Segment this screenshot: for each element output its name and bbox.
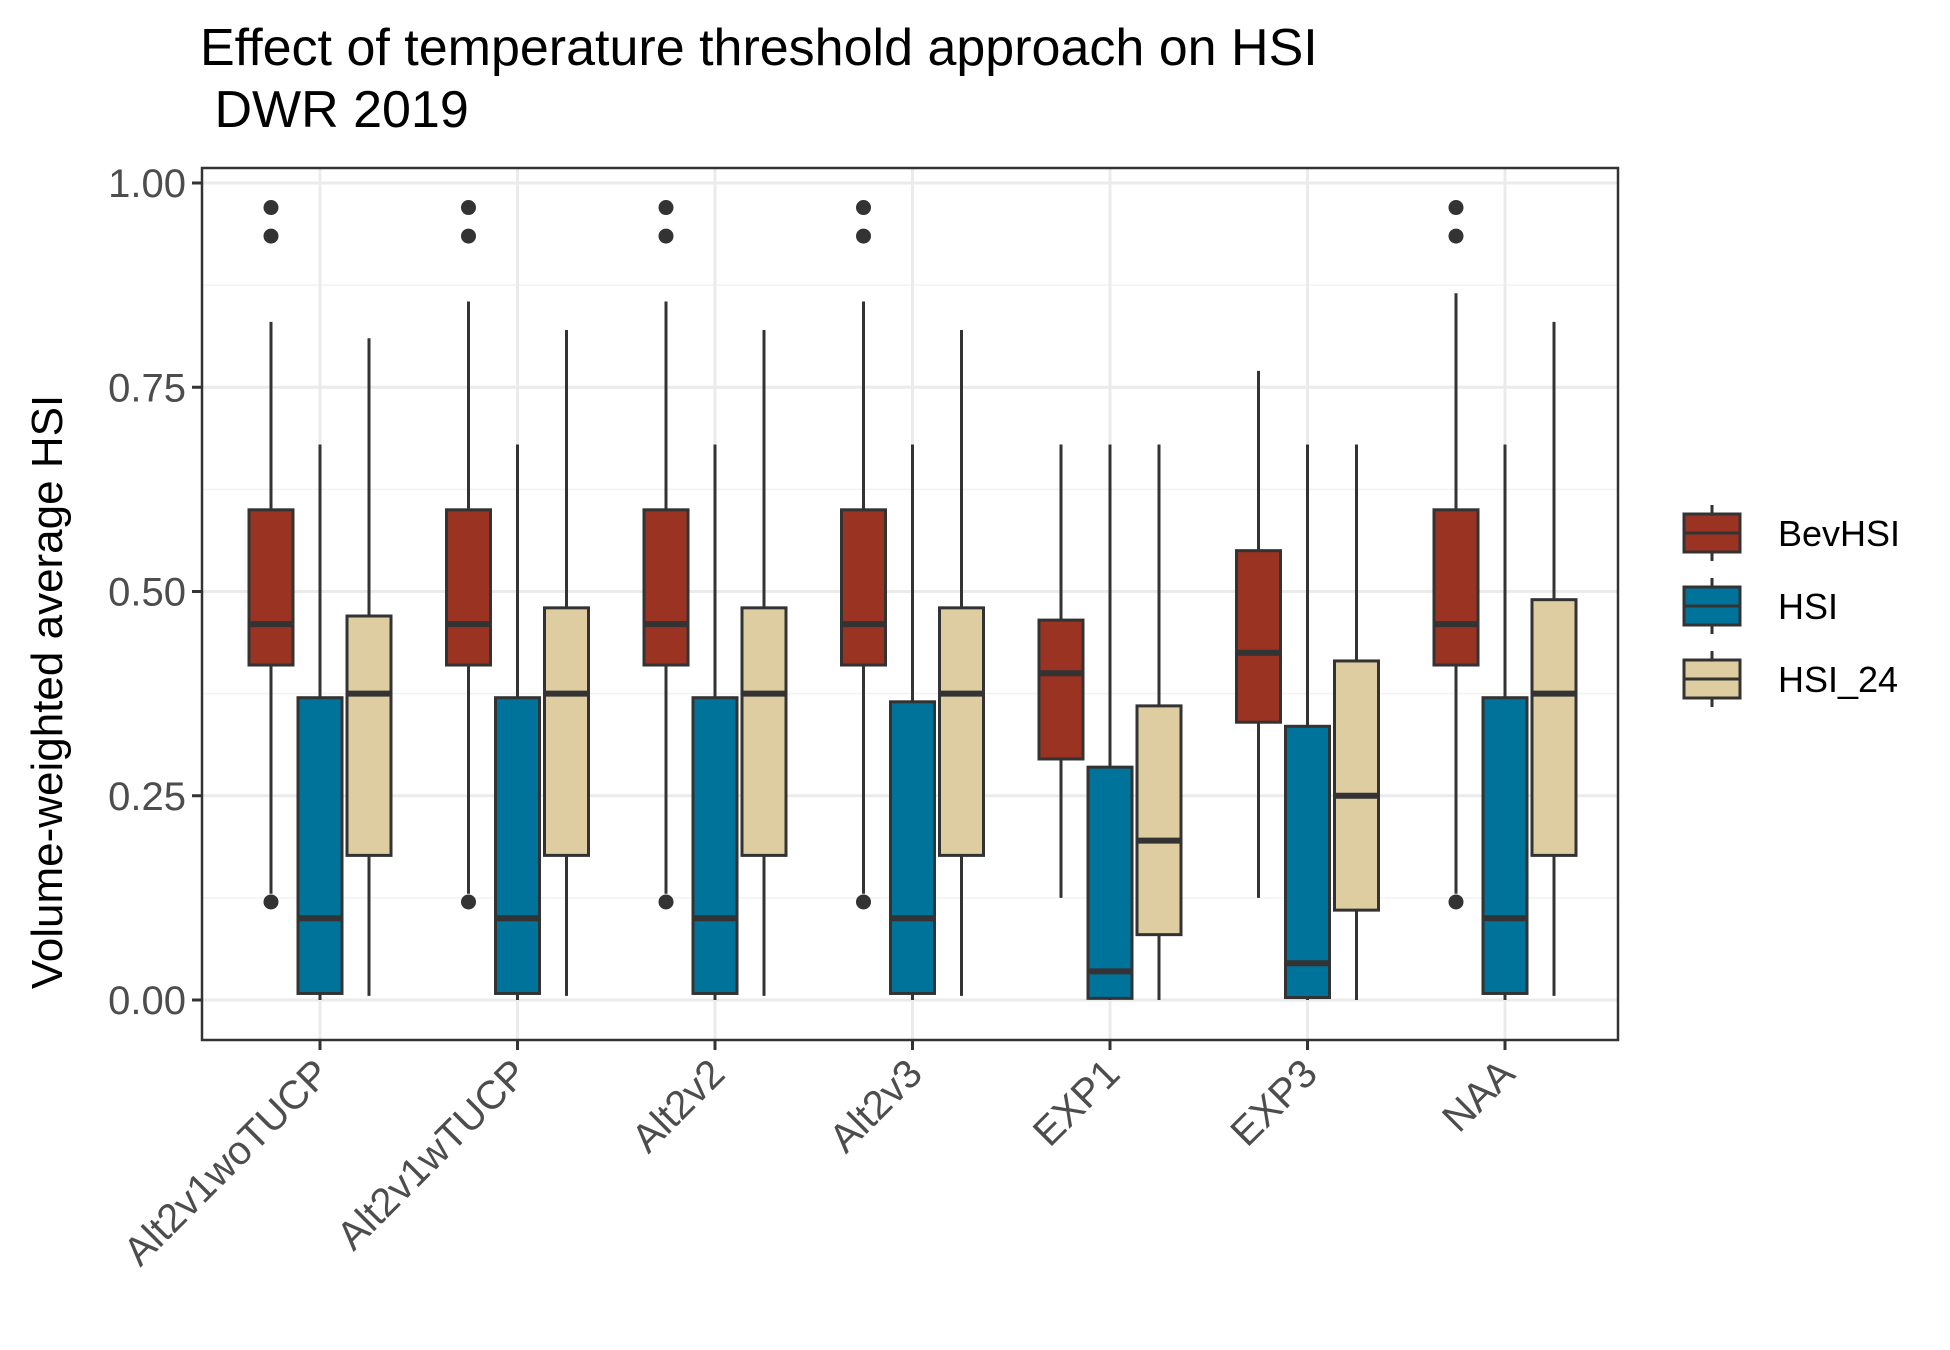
x-tick-label: NAA (1434, 1051, 1523, 1140)
x-tick-label: Alt2v2 (624, 1051, 734, 1161)
box-iqr (1530, 598, 1578, 857)
y-axis-label: Volume-weighted average HSI (23, 395, 72, 989)
legend-label: HSI (1778, 586, 1838, 627)
box-iqr (740, 606, 788, 857)
box-iqr (1284, 724, 1331, 1000)
x-tick-label: Alt2v3 (821, 1051, 931, 1161)
box-iqr (1086, 765, 1134, 1000)
y-tick-label: 0.00 (108, 979, 186, 1023)
box-iqr (840, 508, 887, 667)
box-BevHSI-Alt2v1wTUCP (445, 200, 492, 910)
box-HSI_24-EXP3 (1333, 444, 1380, 1000)
outlier-point (856, 228, 871, 244)
box-BevHSI-EXP3 (1235, 370, 1282, 898)
x-tick-label: Alt2v1woTUCP (115, 1051, 338, 1274)
outlier-point (658, 894, 674, 910)
box-HSI_24-Alt2v3 (938, 330, 985, 996)
y-tick-label: 1.00 (108, 162, 186, 206)
chart-title-line2: DWR 2019 (200, 81, 469, 139)
box-iqr (1432, 508, 1480, 667)
outlier-point (263, 200, 279, 216)
x-tick-label: EXP3 (1222, 1051, 1325, 1154)
y-tick-label: 0.75 (108, 366, 186, 410)
legend-label: BevHSI (1778, 513, 1900, 554)
outlier-point (461, 228, 476, 244)
outlier-point (1448, 228, 1464, 244)
box-BevHSI-EXP1 (1037, 444, 1085, 898)
box-HSI_24-Alt2v1woTUCP (345, 338, 393, 996)
box-BevHSI-Alt2v1woTUCP (247, 200, 295, 910)
box-HSI-Alt2v3 (889, 444, 936, 1000)
outlier-point (263, 894, 279, 910)
box-iqr (938, 606, 985, 857)
outlier-point (856, 200, 871, 216)
box-HSI_24-Alt2v1wTUCP (543, 330, 590, 996)
box-BevHSI-NAA (1432, 200, 1480, 910)
outlier-point (263, 228, 279, 244)
legend: BevHSI HSI HSI_24 (1682, 505, 1900, 707)
box-BevHSI-Alt2v3 (840, 200, 887, 910)
box-iqr (1481, 696, 1529, 995)
y-tick-label: 0.50 (108, 571, 186, 615)
outlier-point (461, 894, 476, 910)
outlier-point (658, 228, 674, 244)
box-HSI_24-NAA (1530, 321, 1578, 996)
box-iqr (345, 614, 393, 857)
box-iqr (889, 700, 936, 995)
outlier-point (856, 894, 871, 910)
legend-item-HSI_24: HSI_24 (1682, 651, 1898, 707)
chart-title-line1: Effect of temperature threshold approach… (200, 19, 1318, 77)
box-iqr (1235, 549, 1282, 724)
legend-item-BevHSI: BevHSI (1682, 505, 1900, 561)
box-iqr (1037, 618, 1085, 761)
x-tick-label: Alt2v1wTUCP (329, 1051, 536, 1258)
box-HSI_24-EXP1 (1135, 444, 1183, 1000)
chart-marks (247, 200, 1578, 1000)
box-iqr (691, 696, 739, 995)
outlier-point (461, 200, 476, 216)
box-iqr (1333, 659, 1380, 912)
box-HSI-Alt2v1wTUCP (494, 444, 541, 1000)
box-iqr (543, 606, 590, 857)
box-iqr (642, 508, 690, 667)
legend-item-HSI: HSI (1682, 578, 1838, 634)
outlier-point (658, 200, 674, 216)
box-HSI_24-Alt2v2 (740, 330, 788, 996)
box-iqr (247, 508, 295, 667)
box-BevHSI-Alt2v2 (642, 200, 690, 910)
y-tick-label: 0.25 (108, 775, 186, 819)
box-HSI-Alt2v2 (691, 444, 739, 1000)
box-iqr (296, 696, 344, 995)
x-tick-label: EXP1 (1025, 1051, 1128, 1154)
box-iqr (494, 696, 541, 995)
box-HSI-NAA (1481, 444, 1529, 1000)
box-HSI-EXP3 (1284, 444, 1331, 1000)
box-HSI-Alt2v1woTUCP (296, 444, 344, 1000)
outlier-point (1448, 200, 1464, 216)
outlier-point (1448, 894, 1464, 910)
legend-label: HSI_24 (1778, 659, 1898, 700)
panel-border (200, 166, 1620, 1042)
box-HSI-EXP1 (1086, 444, 1134, 1000)
box-iqr (445, 508, 492, 667)
box-iqr (1135, 704, 1183, 937)
